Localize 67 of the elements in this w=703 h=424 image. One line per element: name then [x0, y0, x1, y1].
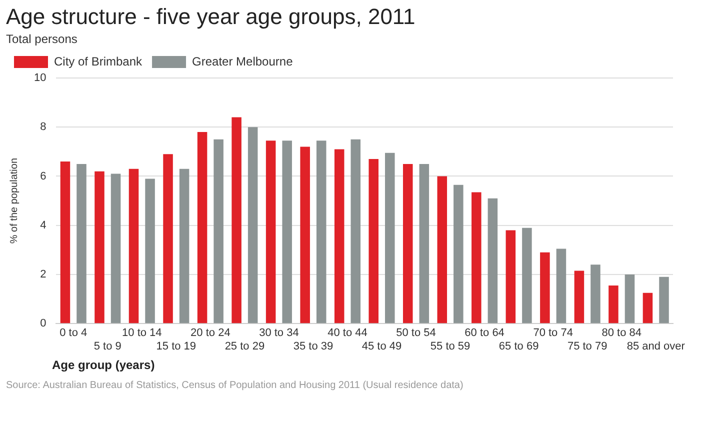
x-tick-label: 80 to 84 — [602, 327, 642, 340]
bar — [608, 286, 618, 324]
y-tick-label: 2 — [40, 268, 46, 281]
bar — [60, 162, 70, 324]
x-tick-label: 0 to 4 — [60, 327, 88, 340]
x-tick-label: 50 to 54 — [396, 327, 436, 340]
x-tick-label: 25 to 29 — [224, 340, 265, 352]
x-axis-title: Age group (years) — [51, 357, 156, 372]
bar — [368, 159, 378, 324]
legend-label: City of Brimbank — [54, 54, 144, 68]
x-tick-label: 65 to 69 — [498, 340, 539, 352]
bar — [110, 174, 121, 324]
x-tick-label: 20 to 24 — [190, 327, 230, 340]
x-tick-label: 30 to 34 — [259, 327, 299, 340]
y-axis-title: % of the population — [8, 158, 20, 244]
bar — [266, 140, 276, 324]
bar — [590, 264, 600, 324]
x-tick-label: 55 to 59 — [430, 340, 470, 352]
bar — [282, 140, 292, 324]
x-tick-label: 15 to 19 — [156, 340, 196, 352]
chart-title: Age structure - five year age groups, 2011 — [5, 3, 416, 30]
x-tick-label: 85 and over — [626, 340, 686, 352]
bar — [316, 140, 326, 324]
bar — [540, 252, 550, 324]
bar — [574, 270, 584, 324]
y-tick-label: 4 — [40, 219, 46, 232]
x-tick-label: 5 to 9 — [94, 340, 122, 352]
bar — [232, 117, 242, 324]
bar — [128, 168, 139, 324]
bar — [145, 178, 155, 324]
x-tick-label: 40 to 44 — [328, 327, 368, 340]
bar — [94, 171, 104, 324]
x-tick-label: 75 to 79 — [567, 340, 608, 352]
x-tick-label: 10 to 14 — [122, 327, 162, 340]
chart-subtitle: Total persons — [5, 31, 78, 46]
bar — [76, 164, 86, 324]
y-tick-label: 0 — [40, 318, 46, 330]
x-tick-label: 45 to 49 — [362, 340, 402, 352]
bar — [334, 149, 344, 324]
bar — [659, 276, 669, 324]
bar — [506, 230, 516, 324]
source-note: Source: Australian Bureau of Statistics, Census of Population and Housing 2011 (Usual residence data) — [5, 379, 464, 391]
x-tick-label: 70 to 74 — [533, 327, 573, 340]
bar — [556, 248, 566, 324]
bar — [437, 176, 448, 324]
bar — [385, 152, 395, 324]
bar — [300, 146, 310, 324]
bar — [454, 184, 464, 324]
bar — [472, 192, 482, 324]
bar — [402, 164, 413, 324]
bar — [419, 164, 430, 324]
bar — [642, 292, 653, 324]
bar — [197, 132, 208, 324]
bar — [179, 168, 190, 324]
bar — [350, 139, 361, 324]
bar — [488, 198, 498, 324]
bar — [522, 228, 532, 324]
y-tick-label: 6 — [40, 170, 46, 182]
bar — [248, 127, 258, 324]
x-tick-label: 60 to 64 — [464, 327, 504, 340]
bar — [624, 274, 635, 324]
bar — [163, 154, 173, 324]
x-tick-label: 35 to 39 — [293, 340, 334, 352]
legend-label: Greater Melbourne — [192, 54, 294, 68]
y-tick-label: 8 — [40, 121, 46, 134]
bar — [214, 139, 224, 324]
y-tick-label: 10 — [34, 72, 46, 84]
